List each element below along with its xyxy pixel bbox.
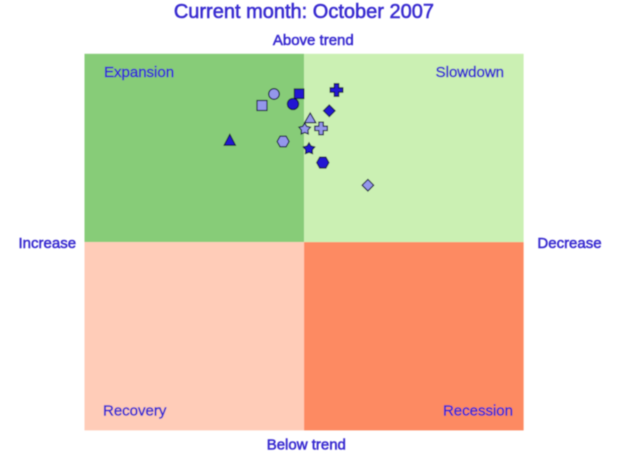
- svg-text:Current month: October 2007: Current month: October 2007: [174, 1, 434, 23]
- svg-text:Slowdown: Slowdown: [436, 64, 504, 81]
- svg-text:Recession: Recession: [443, 402, 513, 419]
- svg-text:Decrease: Decrease: [537, 235, 601, 252]
- svg-text:Above trend: Above trend: [273, 32, 354, 49]
- svg-text:Expansion: Expansion: [104, 64, 174, 81]
- svg-text:Increase: Increase: [19, 235, 77, 252]
- svg-text:Recovery: Recovery: [103, 402, 167, 419]
- svg-text:Below trend: Below trend: [267, 436, 346, 453]
